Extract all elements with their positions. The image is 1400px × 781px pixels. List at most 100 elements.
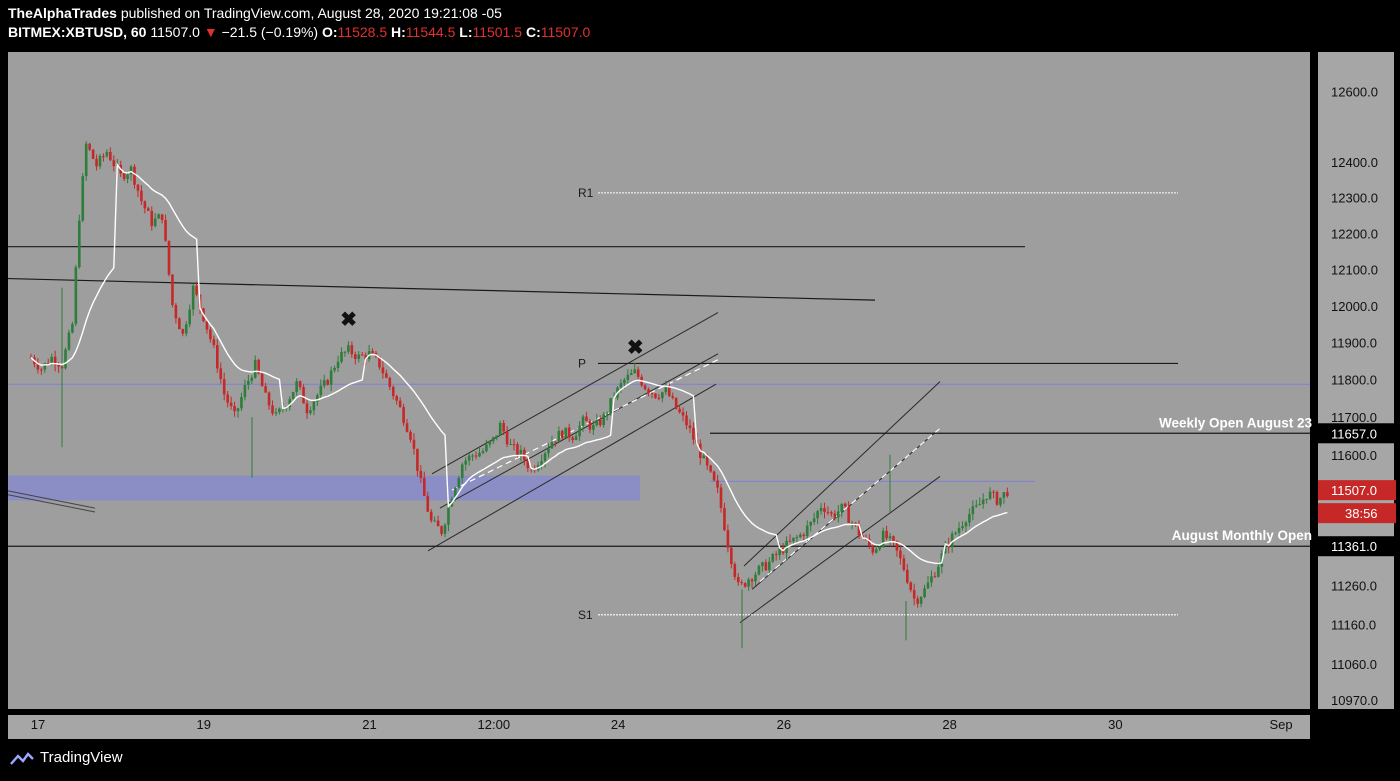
candle-body	[723, 507, 726, 531]
candle-body	[36, 364, 40, 370]
candle-body	[274, 412, 278, 414]
candle-body	[850, 522, 854, 524]
small-channel-2	[7, 494, 96, 513]
candle-body	[167, 240, 171, 275]
y-tick-label: 11600.0	[1331, 448, 1377, 463]
candle-body	[633, 369, 637, 374]
candle-body	[709, 465, 712, 472]
candle-body	[395, 396, 398, 401]
candle-body	[978, 504, 982, 506]
candle-body	[267, 392, 271, 406]
candle-body	[381, 367, 385, 374]
candle-body	[112, 160, 116, 167]
candle-body	[754, 574, 757, 582]
candle-body	[930, 576, 933, 583]
close-label: C:	[525, 24, 541, 40]
candle-body	[837, 511, 840, 518]
candle-body	[971, 506, 975, 515]
candle-body	[247, 380, 250, 385]
candle-body	[81, 176, 85, 221]
candle-body	[257, 359, 260, 374]
candle-body	[271, 405, 274, 414]
candle-body	[992, 491, 995, 493]
candle-body	[954, 532, 957, 534]
candle-body	[667, 387, 671, 397]
candle-body	[109, 151, 112, 161]
open-label: O:	[321, 24, 338, 40]
candle-body	[322, 380, 326, 386]
candle-body	[512, 444, 516, 446]
candle-body	[630, 373, 633, 375]
candle-body	[212, 339, 216, 346]
candle-body	[705, 455, 709, 466]
y-tick-label: 11700.0	[1331, 410, 1377, 425]
candle-body	[554, 441, 557, 443]
candle-body	[216, 345, 219, 369]
candle-body	[460, 464, 464, 479]
candle-body	[88, 143, 91, 150]
candle-body	[409, 431, 412, 440]
price-marker	[1318, 423, 1396, 444]
y-tick-label: 10970.0	[1331, 693, 1378, 708]
candle-body	[557, 430, 561, 442]
time-axis	[8, 715, 1310, 739]
candle-body	[229, 402, 233, 407]
candle-body	[647, 389, 650, 394]
channel-line	[431, 312, 719, 475]
candle-body	[43, 363, 47, 370]
candle-body	[626, 374, 630, 380]
candle-body	[126, 174, 129, 179]
candle-body	[567, 427, 571, 438]
candle-body	[581, 416, 585, 426]
pivot-level-label: P	[578, 356, 586, 370]
candle-body	[181, 329, 185, 334]
price-marker	[1318, 480, 1396, 501]
candle-body	[636, 369, 640, 377]
y-tick-label: 12400.0	[1331, 155, 1378, 170]
candle-body	[999, 497, 1002, 505]
candle-body	[385, 373, 388, 378]
candle-body	[391, 386, 395, 397]
x-tick-label: Sep	[1270, 717, 1293, 732]
y-tick-label: 11060.0	[1331, 657, 1377, 672]
candles-group	[29, 141, 1009, 649]
y-tick-label: 12200.0	[1331, 226, 1378, 241]
candle-body	[467, 455, 471, 461]
candle-body	[498, 422, 502, 436]
candle-body	[975, 505, 978, 507]
vwap-line	[30, 162, 1008, 565]
candle-body	[474, 455, 478, 457]
candle-body	[157, 214, 160, 219]
candle-body	[91, 149, 95, 159]
candle-body	[799, 534, 802, 538]
candle-body	[236, 408, 240, 412]
candle-body	[571, 437, 574, 441]
tradingview-footer[interactable]: TradingView	[10, 749, 123, 766]
candle-body	[278, 408, 281, 413]
candle-body	[371, 351, 374, 354]
candle-body	[95, 158, 98, 167]
candle-body	[712, 471, 716, 481]
candle-body	[502, 422, 505, 432]
candle-body	[795, 537, 799, 539]
candle-body	[906, 569, 909, 583]
candle-body	[184, 324, 188, 334]
chart-header: TheAlphaTrades published on TradingView.…	[8, 4, 590, 42]
candle-body	[840, 503, 844, 512]
price-marker-label: 11507.0	[1331, 483, 1377, 498]
candle-body	[909, 582, 913, 591]
candle-body	[561, 430, 564, 438]
symbol-label[interactable]: BITMEX:XBTUSD, 60	[8, 24, 147, 40]
candle-body	[354, 354, 357, 359]
candle-body	[509, 444, 512, 446]
candle-body	[46, 363, 50, 365]
author-name[interactable]: TheAlphaTrades	[8, 5, 117, 21]
candle-body	[150, 210, 154, 227]
candle-body	[902, 558, 906, 570]
candle-body	[429, 511, 433, 521]
high-value: 11544.5	[405, 24, 456, 40]
brand-name: TradingView	[40, 749, 123, 766]
candle-body	[740, 582, 743, 584]
candle-body	[543, 453, 547, 462]
